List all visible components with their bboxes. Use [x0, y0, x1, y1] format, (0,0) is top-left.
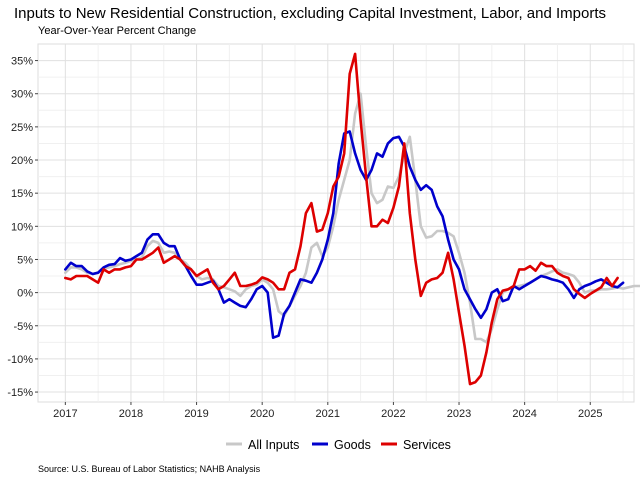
x-tick-label: 2019 — [184, 408, 208, 420]
series-line-services — [64, 52, 619, 386]
legend-label-all-inputs: All Inputs — [248, 438, 299, 452]
y-axis: 35% 30% 25% 20% 15% 10% 5% 0% -5% -10% -15% — [7, 56, 38, 399]
y-tick-label: 5% — [17, 254, 33, 266]
y-tick-label: 20% — [11, 155, 33, 167]
gridlines — [37, 43, 635, 403]
y-tick-label: 25% — [11, 122, 33, 134]
y-tick-label: 15% — [11, 188, 33, 200]
x-tick-label: 2017 — [53, 408, 77, 420]
series-lines — [64, 52, 640, 386]
chart-title: Inputs to New Residential Construction, … — [14, 5, 606, 22]
y-tick-label: 30% — [11, 89, 33, 101]
plot-frame — [37, 43, 635, 403]
x-tick-label: 2025 — [578, 408, 602, 420]
source-note: Source: U.S. Bureau of Labor Statistics;… — [38, 464, 261, 474]
x-tick-label: 2021 — [316, 408, 340, 420]
legend-label-services: Services — [403, 438, 451, 452]
series-line-goods — [64, 130, 625, 340]
x-axis: 2017 2018 2019 2020 2021 2022 2023 2024 2025 — [53, 402, 602, 420]
y-tick-label: -10% — [7, 354, 33, 366]
x-tick-label: 2018 — [119, 408, 143, 420]
x-tick-label: 2020 — [250, 408, 274, 420]
legend-label-goods: Goods — [334, 438, 371, 452]
x-tick-label: 2023 — [447, 408, 471, 420]
y-tick-label: 10% — [11, 221, 33, 233]
x-tick-label: 2024 — [512, 408, 536, 420]
chart-subtitle: Year-Over-Year Percent Change — [38, 25, 196, 37]
y-tick-label: -5% — [13, 321, 33, 333]
x-tick-label: 2022 — [381, 408, 405, 420]
legend: All Inputs Goods Services — [226, 438, 451, 452]
y-tick-label: -15% — [7, 387, 33, 399]
y-tick-label: 35% — [11, 56, 33, 68]
series-line-all-inputs — [64, 92, 640, 344]
y-tick-label: 0% — [17, 288, 33, 300]
